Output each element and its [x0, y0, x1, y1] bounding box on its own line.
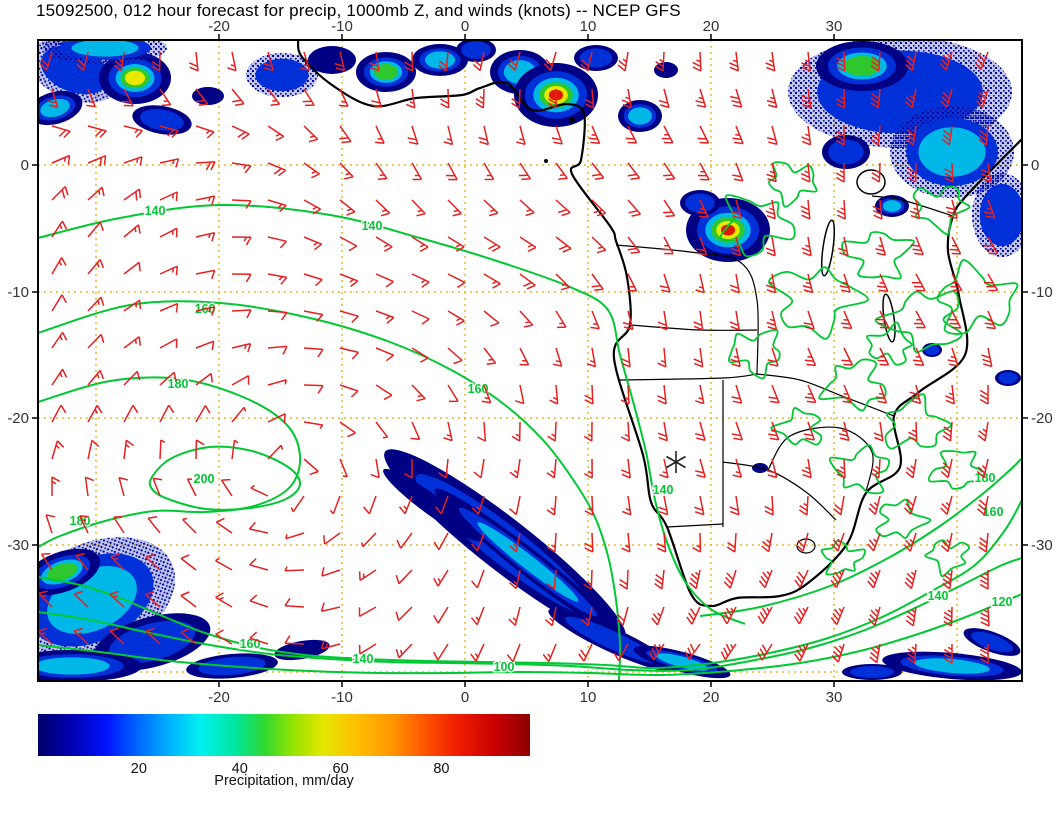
colorbar-label: Precipitation, mm/day [214, 773, 354, 789]
svg-text:160: 160 [468, 382, 489, 396]
svg-text:0: 0 [1031, 157, 1039, 174]
svg-text:40: 40 [232, 761, 248, 777]
svg-text:30: 30 [826, 689, 843, 706]
map-frame [37, 39, 1023, 682]
svg-text:0: 0 [461, 689, 469, 706]
svg-text:-10: -10 [7, 284, 29, 301]
svg-text:30: 30 [826, 18, 843, 35]
svg-text:20: 20 [703, 689, 720, 706]
svg-text:10: 10 [580, 18, 597, 35]
station-marker [666, 451, 686, 473]
chart-title: 15092500, 012 hour forecast for precip, … [36, 1, 681, 20]
svg-text:-30: -30 [1031, 537, 1053, 554]
svg-text:-10: -10 [331, 689, 353, 706]
svg-text:140: 140 [145, 204, 166, 218]
svg-text:10: 10 [580, 689, 597, 706]
svg-text:120: 120 [992, 595, 1013, 609]
contour-labels: 1401401601601801802001401801601401401001… [68, 203, 1014, 676]
svg-text:20: 20 [703, 18, 720, 35]
svg-text:140: 140 [653, 483, 674, 497]
axis-tick-labels: -20 -20 -10 -10 0 0 10 10 20 20 30 30 0 0 -10 -10 -20 -20… [7, 18, 1052, 706]
svg-text:-30: -30 [7, 537, 29, 554]
svg-text:180: 180 [168, 377, 189, 391]
svg-text:80: 80 [433, 761, 449, 777]
svg-text:-20: -20 [1031, 410, 1053, 427]
svg-text:-20: -20 [208, 689, 230, 706]
svg-text:-20: -20 [208, 18, 230, 35]
colorbar: 20 40 60 80 [38, 714, 530, 777]
svg-text:100: 100 [494, 660, 515, 674]
svg-text:140: 140 [362, 219, 383, 233]
svg-text:140: 140 [928, 589, 949, 603]
svg-text:-20: -20 [7, 410, 29, 427]
svg-text:-10: -10 [1031, 284, 1053, 301]
svg-text:0: 0 [21, 157, 29, 174]
svg-text:60: 60 [333, 761, 349, 777]
wind-barbs [38, 51, 999, 664]
svg-text:0: 0 [461, 18, 469, 35]
svg-text:160: 160 [983, 505, 1004, 519]
height-contours [38, 161, 1022, 681]
svg-text:20: 20 [131, 761, 147, 777]
svg-text:140: 140 [353, 652, 374, 666]
svg-text:160: 160 [240, 637, 261, 651]
svg-text:200: 200 [194, 472, 215, 486]
svg-text:-10: -10 [331, 18, 353, 35]
